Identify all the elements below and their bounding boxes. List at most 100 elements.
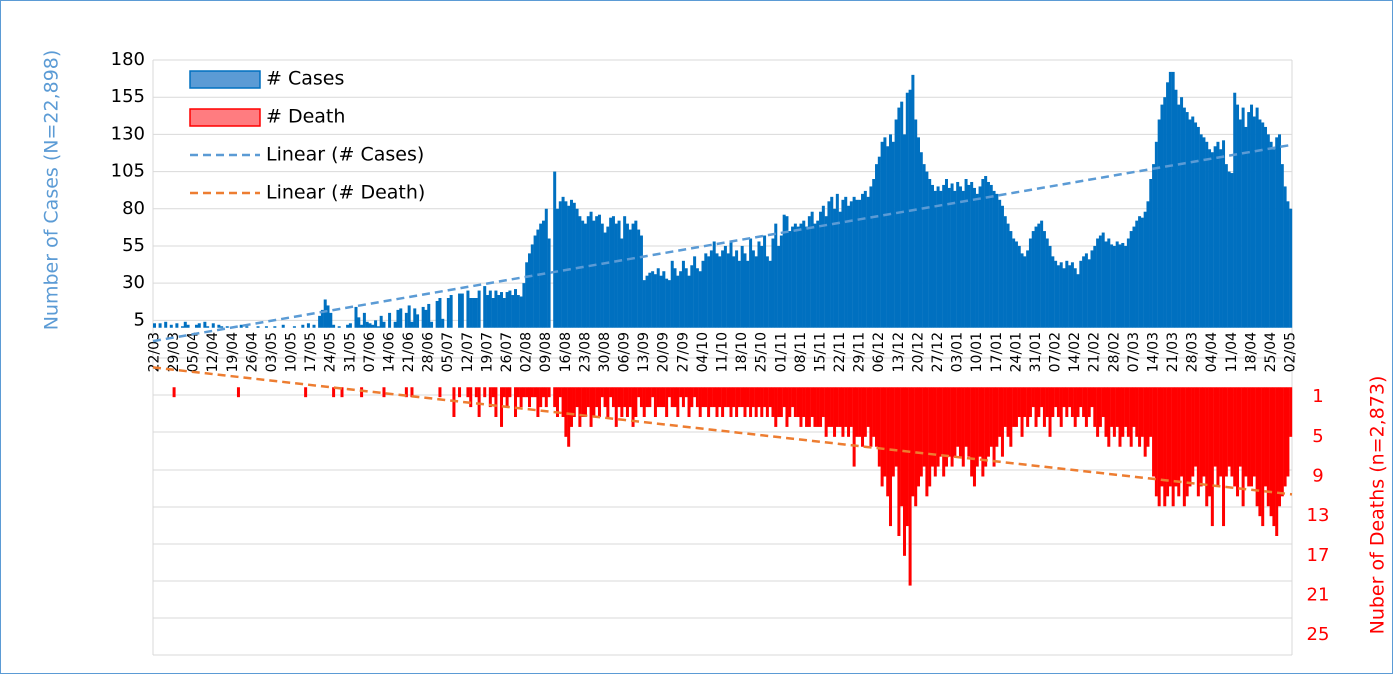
bar [1012,387,1016,427]
bar [360,324,364,328]
bar [203,321,207,328]
bar [1236,387,1240,497]
bar [206,326,210,328]
bar [905,387,909,527]
bar [1138,216,1142,328]
bar [569,199,573,328]
bar [791,387,795,408]
bar [908,387,912,586]
bar [961,387,965,467]
bar [900,101,904,328]
bar [1152,164,1156,328]
x-tick-label: 19/07 [479,332,495,372]
bar [1289,208,1293,328]
bar [561,196,565,328]
bar [891,387,895,477]
bar [1006,223,1010,328]
bar [782,214,786,328]
bar [1104,387,1108,437]
bar [894,119,898,328]
bar [421,306,425,328]
bar [802,220,806,328]
bar [721,250,725,328]
bar [684,387,688,398]
bar [541,387,545,398]
bar [1051,387,1055,417]
bar [1275,137,1279,328]
bar [905,92,909,328]
bar [595,387,599,408]
bar [374,320,378,328]
bar [589,387,593,427]
bar [715,253,719,328]
bar [779,235,783,328]
bar [1054,387,1058,408]
bar [572,387,576,417]
bar [1264,126,1268,328]
bar [737,387,741,408]
bar [623,387,627,408]
bar [751,250,755,328]
bar [1191,387,1195,477]
bar [1026,250,1030,328]
x-tick-label: 02/05 [1283,332,1299,372]
bar [841,387,845,437]
bar [488,290,492,328]
x-tick-label: 08/11 [793,332,809,372]
bar [416,314,420,328]
bar [757,387,761,408]
bar [396,309,400,328]
bar [617,220,621,328]
bar [958,186,962,328]
x-tick-label: 21/02 [1087,332,1103,372]
bar [578,216,582,328]
bar [1140,217,1144,328]
bar [614,223,618,328]
y2-tick-label: 21 [1307,585,1330,606]
bar [410,387,414,398]
bar [799,223,803,328]
bar [1199,387,1203,487]
bar [810,211,814,328]
bar [866,387,870,427]
bar [438,298,442,328]
bar [1264,387,1268,487]
x-tick-label: 16/08 [558,332,574,372]
bar [844,387,848,427]
bar [388,312,392,328]
bar [894,387,898,467]
bar [970,181,974,328]
bar [749,387,753,417]
bar [332,387,336,398]
bar [1157,119,1161,328]
bar [620,238,624,328]
bar [1096,387,1100,437]
x-tick-label: 28/06 [421,332,437,372]
bar [609,387,613,398]
bar [908,89,912,328]
bar [1101,387,1105,417]
bar [737,260,741,328]
bar [404,312,408,328]
bar [1266,134,1270,328]
bar [858,199,862,328]
bar [194,324,198,328]
bar [793,387,797,417]
bar [486,295,490,328]
trend-line [152,143,1293,343]
bar [1112,245,1116,328]
x-tick-label: 12/04 [205,332,221,372]
bar [1101,232,1105,328]
bar [676,387,680,417]
x-tick-label: 26/07 [499,332,515,372]
bar [609,217,613,328]
bar [995,193,999,328]
bar [1208,387,1212,497]
bar [1028,238,1032,328]
bar [382,321,386,328]
bar [782,387,786,408]
bar [1000,387,1004,457]
bar [371,324,375,328]
x-tick-label: 18/10 [734,332,750,372]
bar [726,387,730,408]
